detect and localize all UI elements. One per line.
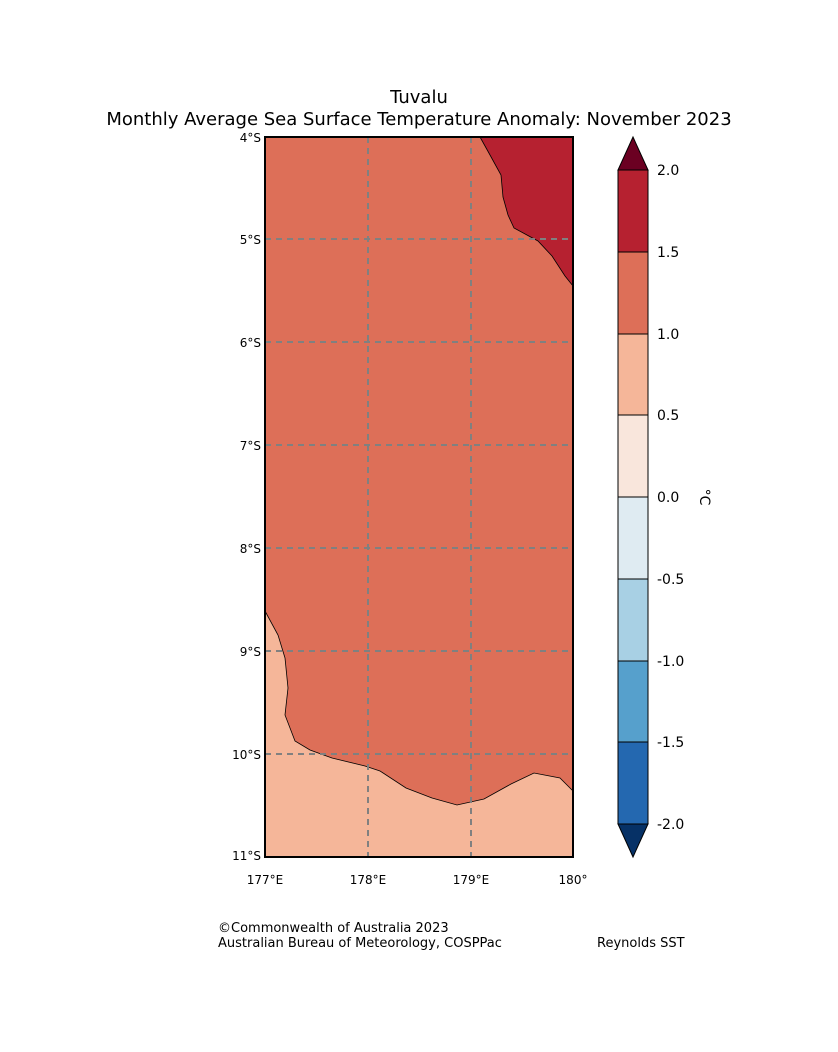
anomaly-region-1.0-1.5 bbox=[265, 137, 573, 857]
lat-label: 5°S bbox=[240, 233, 261, 247]
copyright-text: ©Commonwealth of Australia 2023 bbox=[218, 921, 449, 936]
colorbar-bin bbox=[618, 170, 648, 252]
colorbar-bin bbox=[618, 742, 648, 824]
colorbar-tick: 0.0 bbox=[657, 490, 679, 506]
lat-label: 11°S bbox=[232, 849, 261, 863]
lon-label: 180° bbox=[559, 873, 588, 887]
colorbar-tick: 0.5 bbox=[657, 408, 679, 424]
map-title: Tuvalu bbox=[390, 87, 448, 108]
colorbar-bin bbox=[618, 334, 648, 415]
lat-label: 7°S bbox=[240, 439, 261, 453]
lat-label: 4°S bbox=[240, 131, 261, 145]
map-subtitle: Monthly Average Sea Surface Temperature … bbox=[106, 109, 732, 130]
lon-label: 177°E bbox=[247, 873, 284, 887]
colorbar-bin bbox=[618, 497, 648, 579]
colorbar-bin bbox=[618, 579, 648, 661]
agency-text: Australian Bureau of Meteorology, COSPPa… bbox=[218, 936, 502, 951]
longitude-labels: 177°E 178°E 179°E 180° bbox=[247, 873, 588, 887]
colorbar-over-arrow bbox=[617, 135, 649, 171]
colorbar-frame bbox=[617, 169, 649, 825]
data-source-text: Reynolds SST bbox=[597, 936, 685, 951]
colorbar-unit-label: °C bbox=[696, 489, 712, 506]
lat-label: 8°S bbox=[240, 542, 261, 556]
colorbar-tick: 1.0 bbox=[657, 327, 679, 343]
colorbar-tick: -0.5 bbox=[657, 572, 684, 588]
lat-label: 9°S bbox=[240, 645, 261, 659]
colorbar-bin bbox=[618, 661, 648, 742]
colorbar-bin bbox=[618, 415, 648, 497]
colorbar-tick: -1.0 bbox=[657, 654, 684, 670]
latitude-labels: 4°S 5°S 6°S 7°S 8°S 9°S 10°S 11°S bbox=[232, 131, 261, 863]
map-panel: 4°S 5°S 6°S 7°S 8°S 9°S 10°S 11°S 177°E … bbox=[232, 131, 587, 887]
lon-label: 178°E bbox=[350, 873, 387, 887]
map-gridlines bbox=[265, 137, 573, 857]
lon-label: 179°E bbox=[453, 873, 490, 887]
colorbar-under-arrow bbox=[617, 823, 649, 859]
colorbar-bin bbox=[618, 252, 648, 334]
lat-label: 6°S bbox=[240, 336, 261, 350]
colorbar-tick: -1.5 bbox=[657, 735, 684, 751]
colorbar-tick: 2.0 bbox=[657, 163, 679, 179]
anomaly-region-0.5-1.0 bbox=[264, 610, 574, 858]
colorbar-tick: -2.0 bbox=[657, 817, 684, 833]
colorbar-tick: 1.5 bbox=[657, 245, 679, 261]
colorbar: 2.0 1.5 1.0 0.5 0.0 -0.5 -1.0 -1.5 -2.0 … bbox=[617, 135, 712, 859]
lat-label: 10°S bbox=[232, 748, 261, 762]
map-frame bbox=[264, 136, 574, 858]
